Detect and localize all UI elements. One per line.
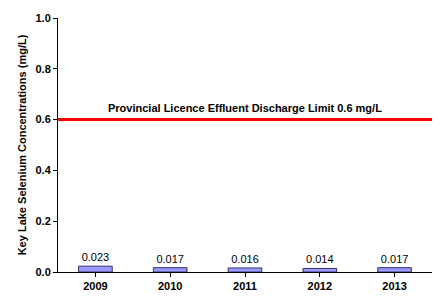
svg-text:0.016: 0.016 <box>231 253 259 265</box>
svg-text:Key Lake Selenium Concentratio: Key Lake Selenium Concentrations (mg/L) <box>16 34 28 255</box>
svg-text:2013: 2013 <box>382 280 406 292</box>
svg-text:0.014: 0.014 <box>306 253 334 265</box>
svg-text:0.2: 0.2 <box>36 215 51 227</box>
svg-text:0.0: 0.0 <box>36 266 51 278</box>
svg-text:2011: 2011 <box>233 280 257 292</box>
svg-text:0.6: 0.6 <box>36 113 51 125</box>
svg-text:Provincial Licence Effluent Di: Provincial Licence Effluent Discharge Li… <box>108 102 382 114</box>
svg-text:0.017: 0.017 <box>156 253 184 265</box>
svg-text:0.017: 0.017 <box>381 253 409 265</box>
svg-text:1.0: 1.0 <box>36 12 51 24</box>
svg-text:0.8: 0.8 <box>36 63 51 75</box>
svg-text:0.023: 0.023 <box>82 251 110 263</box>
svg-text:2009: 2009 <box>83 280 107 292</box>
svg-text:0.4: 0.4 <box>36 164 52 176</box>
svg-text:2012: 2012 <box>308 280 332 292</box>
svg-text:2010: 2010 <box>158 280 182 292</box>
